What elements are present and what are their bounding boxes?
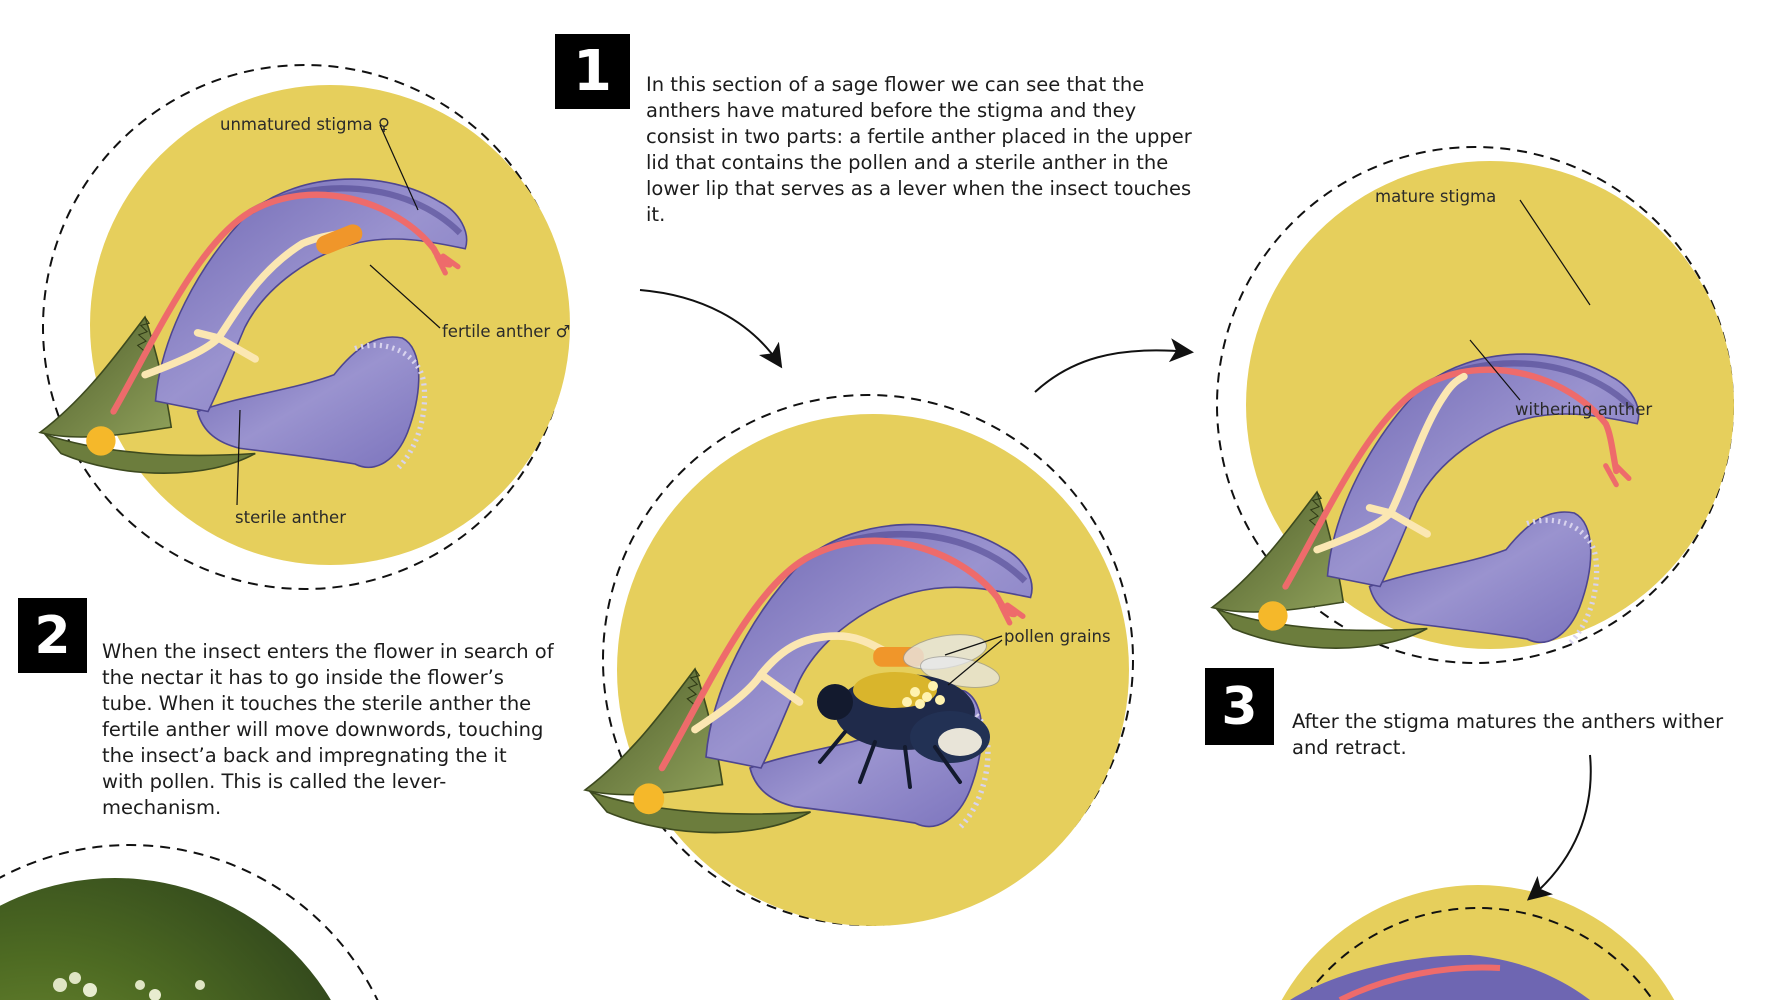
stage-3-flower: mature stigma withering anther [1212, 146, 1734, 664]
label-mature-stigma: mature stigma [1375, 187, 1496, 206]
step-2-badge: 2 [18, 598, 87, 673]
stage-2-flower: pollen grains [585, 394, 1134, 926]
arrow-2-to-3 [1034, 338, 1194, 393]
stage-1-flower: unmatured stigma ♀ fertile anther ♂ ster… [40, 64, 570, 590]
label-pollen-grains: pollen grains [1004, 627, 1111, 646]
label-fertile-anther: fertile anther ♂ [442, 322, 570, 341]
label-withering-anther: withering anther [1515, 400, 1652, 419]
step-3-badge: 3 [1205, 668, 1274, 745]
label-unmatured-stigma: unmatured stigma ♀ [220, 115, 390, 134]
step-2-text: When the insect enters the flower in sea… [102, 640, 554, 819]
stage-4-flower-partial [1281, 885, 1675, 1000]
bumblebee-icon [817, 634, 1000, 789]
step-1-badge: 1 [555, 34, 630, 109]
step-1-text: In this section of a sage flower we can … [646, 73, 1192, 226]
sage-photo-partial [0, 844, 379, 1000]
arrow-1-to-2 [639, 289, 783, 369]
label-sterile-anther: sterile anther [235, 508, 346, 527]
arrow-3-to-4 [1526, 754, 1592, 901]
step-3-text: After the stigma matures the anthers wit… [1292, 710, 1724, 759]
